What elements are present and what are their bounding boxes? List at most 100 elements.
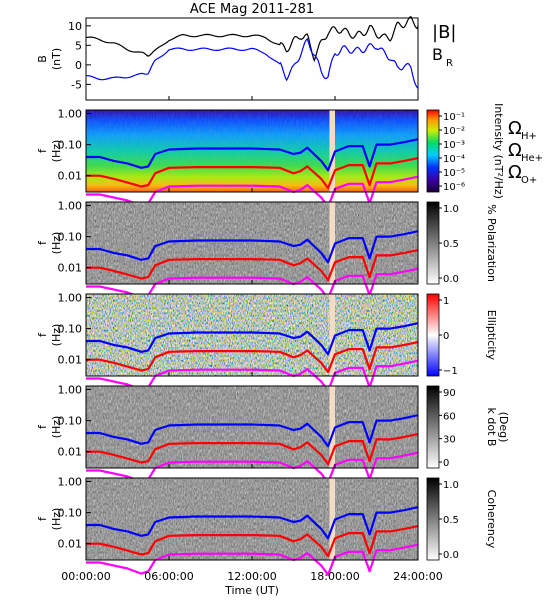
gyro-line-He_plus — [86, 341, 419, 374]
y-tick-label: 1.00 — [58, 108, 83, 121]
colorbar-label: % Polarization — [485, 204, 498, 282]
chart-title: ACE Mag 2011-281 — [190, 2, 314, 17]
gyro-line-He_plus — [86, 157, 419, 190]
gyro-line-H_plus — [86, 230, 419, 264]
y-tick-label: 0.10 — [58, 231, 83, 244]
spectrogram-ylabel-name: f — [36, 148, 49, 153]
colorbar-tick-label: 30 — [443, 435, 456, 446]
b-total-line — [85, 16, 419, 63]
gyro-line-H_plus — [86, 322, 419, 356]
colorbar-label-name: Coherency — [485, 490, 498, 549]
gyro-line-He_plus — [86, 525, 419, 558]
x-axis-label: Time (UT) — [224, 584, 279, 597]
gyro-line-H_plus — [86, 506, 419, 540]
legend-gyro-sub: He+ — [521, 153, 543, 164]
colorbar-label-name: Ellipticity — [485, 310, 498, 361]
legend-gyro-symbol: Ω — [508, 118, 522, 139]
colorbar-tick-label: 1 — [443, 296, 449, 307]
colorbar — [426, 477, 440, 561]
colorbar-tick-label: 90 — [443, 388, 456, 399]
spectrogram-ylabel-name: f — [36, 240, 49, 245]
spectrogram-ylabel-unit: (Hz) — [50, 324, 63, 347]
colorbar-tick-label: 60 — [443, 411, 456, 422]
spectrogram-ylabel-unit: (Hz) — [50, 232, 63, 255]
x-tick-label: 18:00:00 — [310, 570, 359, 583]
colorbar-label: Ellipticity — [485, 310, 498, 361]
colorbar-tick-label: 1.0 — [443, 204, 459, 215]
gray-field — [86, 386, 418, 468]
colorbar-label: k dot B (Deg) — [485, 408, 510, 447]
colorbar-label-unit: (Deg) — [497, 412, 510, 443]
colorbar-tick-label: 10⁻⁵ — [443, 168, 465, 179]
gray-field — [86, 478, 418, 560]
y-tick-label: 0.10 — [58, 323, 83, 336]
x-tick-label: 12:00:00 — [227, 570, 276, 583]
legend-b-radial-sub: R — [446, 58, 453, 69]
field-panel — [85, 17, 419, 101]
gray-field — [86, 202, 418, 284]
colorbar-tick-label: 0.5 — [443, 515, 459, 526]
spectrogram-ylabel: f (Hz) — [36, 416, 63, 439]
colorbar-label-name: Intensity (nT²/Hz) — [492, 103, 505, 199]
data-gap — [329, 202, 335, 284]
spectrogram-panel-3 — [85, 293, 442, 392]
legend-b-total: |B| — [432, 22, 456, 43]
colorbar-tick-label: 0.5 — [443, 239, 459, 250]
spectrogram-ylabel-name: f — [36, 516, 49, 521]
y-tick-label: 1.00 — [58, 200, 83, 213]
y-tick-label: -5 — [71, 78, 82, 91]
field-ylabel: B (nT) — [36, 48, 63, 70]
spectrogram-panel-1 — [85, 109, 442, 208]
spectrogram-ylabel-unit: (Hz) — [50, 140, 63, 163]
y-tick-label: 0.10 — [58, 507, 83, 520]
colorbar-label: Coherency — [485, 490, 498, 549]
colorbar — [426, 201, 440, 285]
colorbar-tick-label: 0 — [443, 331, 449, 342]
data-gap — [329, 478, 335, 560]
data-gap — [329, 110, 335, 192]
y-tick-label: 0.10 — [58, 415, 83, 428]
legend-gyro-symbol: Ω — [508, 140, 522, 161]
gyro-line-He_plus — [86, 433, 419, 466]
data-gap — [329, 294, 335, 376]
spectrogram-ylabel-name: f — [36, 332, 49, 337]
colorbar-label: Intensity (nT²/Hz) — [492, 103, 505, 199]
x-tick-label: 06:00:00 — [144, 570, 193, 583]
y-tick-label: 0.01 — [58, 170, 83, 183]
y-tick-label: 0.10 — [58, 139, 83, 152]
colorbar — [426, 109, 440, 193]
colorbar-tick-label: 10⁻¹ — [443, 112, 465, 123]
colorbar — [426, 385, 440, 469]
y-tick-label: 0.01 — [58, 354, 83, 367]
legend-b-radial: B — [432, 45, 443, 64]
y-tick-label: 1.00 — [58, 476, 83, 489]
colorbar-label-name: % Polarization — [485, 204, 498, 282]
y-tick-label: 0.01 — [58, 262, 83, 275]
colorbar-tick-label: 10⁻⁶ — [443, 182, 465, 193]
colorbar-tick-label: 10⁻³ — [443, 140, 465, 151]
spectrogram-panel-2 — [85, 201, 442, 300]
legend-gyro-symbol: Ω — [508, 162, 522, 183]
spectrogram-ylabel: f (Hz) — [36, 232, 63, 255]
spectrogram-ylabel-unit: (Hz) — [50, 508, 63, 531]
spectrogram-ylabel: f (Hz) — [36, 508, 63, 531]
ellipticity-field — [86, 294, 418, 376]
spectrogram-ylabel-name: f — [36, 424, 49, 429]
colorbar — [426, 293, 440, 377]
y-tick-label: 0.01 — [58, 538, 83, 551]
y-tick-label: 10 — [68, 20, 82, 33]
colorbar-tick-label: 10⁻⁴ — [443, 154, 465, 165]
spectrogram-panel-5 — [85, 477, 442, 576]
legend-gyro-sub: H+ — [521, 131, 537, 142]
gyro-line-H_plus — [86, 414, 419, 448]
b-radial-line — [86, 37, 419, 89]
y-tick-label: 0.01 — [58, 446, 83, 459]
colorbar-tick-label: 0.0 — [443, 274, 459, 285]
legend-gyro-sub: O+ — [521, 175, 537, 186]
colorbar-tick-label: 1.0 — [443, 480, 459, 491]
y-tick-label: 5 — [75, 39, 82, 52]
field-ylabel-unit: (nT) — [50, 48, 63, 70]
intensity-texture — [86, 110, 418, 192]
